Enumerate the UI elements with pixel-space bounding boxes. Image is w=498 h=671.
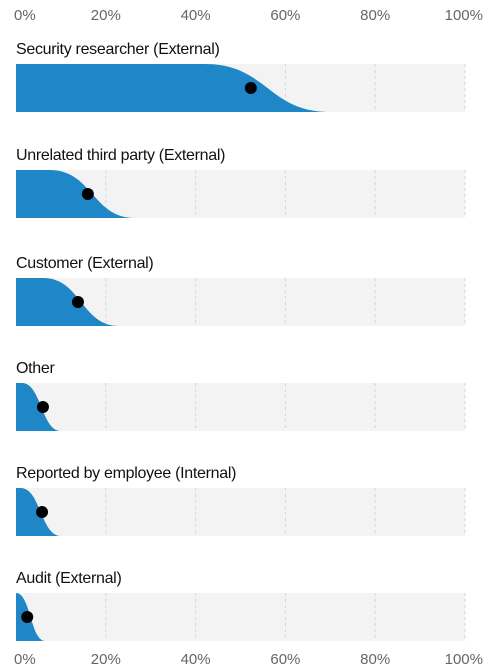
band [16, 64, 331, 112]
dot [21, 611, 34, 623]
x-tick-label-bottom: 40% [181, 651, 211, 668]
track [16, 593, 465, 641]
dot [81, 188, 94, 200]
x-tick-label-bottom: 0% [14, 651, 36, 668]
track [16, 383, 465, 431]
dot [244, 82, 257, 94]
x-tick-label-top: 20% [91, 7, 121, 24]
category-label: Security researcher (External) [16, 41, 220, 58]
x-tick-label-top: 100% [445, 7, 483, 24]
x-tick-label-top: 0% [14, 7, 36, 24]
dot [71, 296, 84, 308]
x-tick-label-bottom: 100% [445, 651, 483, 668]
track [16, 488, 465, 536]
category-label: Customer (External) [16, 255, 153, 272]
dot [36, 401, 49, 413]
x-tick-label-bottom: 20% [91, 651, 121, 668]
category-label: Other [16, 360, 55, 377]
category-label: Unrelated third party (External) [16, 147, 225, 164]
dot [36, 506, 49, 518]
x-tick-label-bottom: 80% [360, 651, 390, 668]
x-tick-label-bottom: 60% [270, 651, 300, 668]
band [16, 278, 120, 326]
x-tick-label-top: 80% [360, 7, 390, 24]
category-label: Reported by employee (Internal) [16, 465, 236, 482]
x-tick-label-top: 60% [270, 7, 300, 24]
x-tick-label-top: 40% [181, 7, 211, 24]
category-label: Audit (External) [16, 570, 121, 587]
band [16, 170, 135, 218]
